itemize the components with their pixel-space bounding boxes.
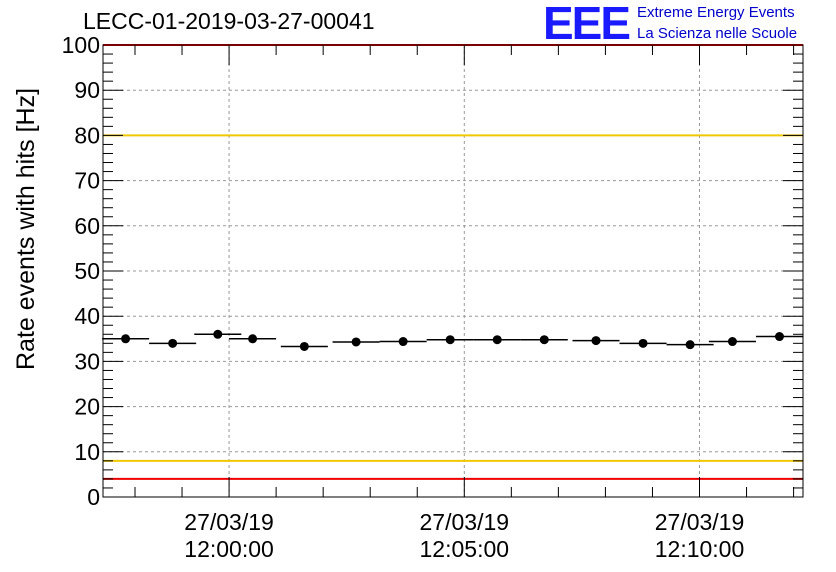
y-tick-label: 90: [74, 77, 100, 103]
y-tick-label: 60: [74, 213, 100, 239]
y-tick-label: 0: [87, 484, 100, 510]
y-tick-label: 80: [74, 122, 100, 148]
x-tick-label-time: 12:00:00: [184, 536, 274, 562]
y-tick-label: 50: [74, 258, 100, 284]
y-tick-label: 10: [74, 439, 100, 465]
x-tick-label-date: 27/03/19: [420, 509, 510, 535]
y-tick-label: 100: [62, 32, 100, 58]
data-point: [168, 338, 178, 348]
y-tick-label: 70: [74, 168, 100, 194]
data-point: [638, 338, 648, 348]
data-point: [492, 335, 502, 345]
data-point: [774, 332, 784, 342]
chart-title: LECC-01-2019-03-27-00041: [83, 8, 375, 34]
data-point: [248, 334, 258, 344]
data-point: [539, 335, 549, 345]
data-point: [727, 337, 737, 347]
logo-caption-line1: Extreme Energy Events: [637, 4, 795, 21]
data-point: [398, 337, 408, 347]
data-point: [685, 340, 695, 350]
y-tick-label: 40: [74, 303, 100, 329]
data-point: [213, 329, 223, 339]
y-tick-label: 20: [74, 394, 100, 420]
data-point: [299, 341, 309, 351]
x-tick-label-time: 12:10:00: [655, 536, 745, 562]
y-tick-label: 30: [74, 348, 100, 374]
logo-caption-line2: La Scienza nelle Scuole: [637, 25, 798, 42]
x-tick-label-date: 27/03/19: [655, 509, 745, 535]
data-point: [351, 337, 361, 347]
y-axis-label: Rate events with hits [Hz]: [12, 87, 40, 370]
x-tick-label-time: 12:05:00: [420, 536, 510, 562]
eee-logo: EEE: [543, 0, 631, 49]
data-point: [121, 334, 131, 344]
data-point: [445, 335, 455, 345]
data-point: [591, 336, 601, 346]
x-tick-label-date: 27/03/19: [184, 509, 274, 535]
